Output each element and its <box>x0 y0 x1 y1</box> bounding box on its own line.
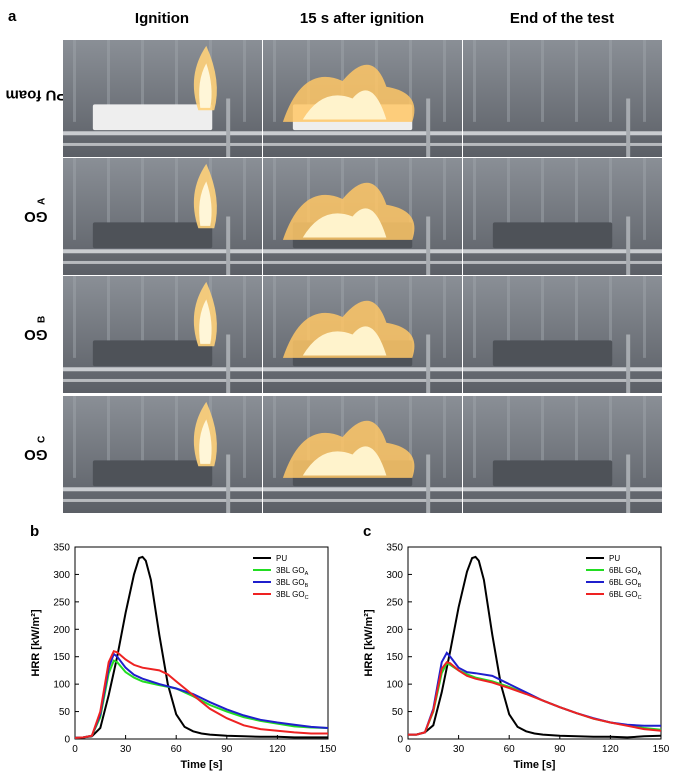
y-tick-label-200: 200 <box>53 625 70 636</box>
panel-a-letter: a <box>8 8 17 25</box>
y-tick-label-50: 50 <box>59 707 71 718</box>
y-tick-label-150: 150 <box>386 652 403 663</box>
legend-entry-0: PU <box>609 554 620 563</box>
x-tick-label-60: 60 <box>171 744 183 755</box>
legend-entry-3: 6BL GOC <box>609 590 642 601</box>
x-tick-label-120: 120 <box>269 744 286 755</box>
column-header-end: End of the test <box>509 10 615 27</box>
y-axis-label: HRR [kW/m²] <box>363 609 375 677</box>
x-tick-label-90: 90 <box>221 744 233 755</box>
y-tick-label-150: 150 <box>53 652 70 663</box>
x-tick-label-30: 30 <box>120 744 132 755</box>
y-tick-label-300: 300 <box>386 570 403 581</box>
legend-entry-1: 6BL GOA <box>609 566 642 577</box>
y-tick-label-250: 250 <box>386 597 403 608</box>
y-tick-label-100: 100 <box>386 680 403 691</box>
panel-b-letter: b <box>30 523 40 540</box>
y-tick-label-0: 0 <box>64 735 70 746</box>
photo-r1-c3 <box>463 40 662 157</box>
y-tick-label-250: 250 <box>53 597 70 608</box>
photo-r1-c2 <box>263 40 462 157</box>
x-axis-label: Time [s] <box>181 759 223 771</box>
legend-entry-3: 3BL GOC <box>276 590 309 601</box>
y-tick-label-350: 350 <box>53 543 70 554</box>
x-tick-label-150: 150 <box>653 744 670 755</box>
y-tick-label-200: 200 <box>386 625 403 636</box>
photo-r3-c3 <box>463 276 662 393</box>
x-tick-label-0: 0 <box>72 744 78 755</box>
plot-frame-c <box>407 546 662 740</box>
column-header-ignition: Ignition <box>134 10 190 27</box>
x-axis-label: Time [s] <box>514 759 556 771</box>
row-label-go-b: GOB <box>23 315 48 344</box>
column-header-15s: 15 s after ignition <box>299 10 425 27</box>
series-line-3 <box>408 661 662 736</box>
series-line-3 <box>74 649 328 739</box>
legend-entry-2: 6BL GOB <box>609 578 642 589</box>
row-label-go-c: GOC <box>23 435 48 464</box>
legend-entry-1: 3BL GOA <box>276 566 309 577</box>
row-label-go-a: GOA <box>23 197 48 226</box>
y-tick-label-350: 350 <box>386 543 403 554</box>
x-tick-label-60: 60 <box>504 744 516 755</box>
photo-r4-c1 <box>63 396 262 513</box>
x-tick-label-30: 30 <box>453 744 465 755</box>
row-label-pu-foam: PU foam <box>5 86 66 104</box>
photo-r3-c2 <box>263 276 462 393</box>
photo-r2-c1 <box>63 158 262 275</box>
x-tick-label-90: 90 <box>554 744 566 755</box>
legend-entry-0: PU <box>276 554 287 563</box>
y-tick-label-0: 0 <box>397 735 403 746</box>
photo-r4-c3 <box>463 396 662 513</box>
photo-r1-c1 <box>63 40 262 157</box>
x-tick-label-0: 0 <box>405 744 411 755</box>
photo-r3-c1 <box>63 276 262 393</box>
y-tick-label-50: 50 <box>392 707 404 718</box>
photo-r4-c2 <box>263 396 462 513</box>
series-line-0 <box>74 555 328 739</box>
y-tick-label-100: 100 <box>53 680 70 691</box>
photo-r2-c2 <box>263 158 462 275</box>
y-tick-label-300: 300 <box>53 570 70 581</box>
hrr-chart-b: 0 30 60 90 120 150 0 50 100 150 200 250 300 350 Time [… <box>30 543 337 772</box>
panel-c-letter: c <box>363 523 372 540</box>
y-axis-label: HRR [kW/m²] <box>30 609 42 677</box>
hrr-chart-c: 0 30 60 90 120 150 0 50 100 150 200 250 300 350 Time [… <box>363 543 670 772</box>
series-line-0 <box>408 555 662 739</box>
x-tick-label-120: 120 <box>602 744 619 755</box>
x-tick-label-150: 150 <box>320 744 337 755</box>
legend-entry-2: 3BL GOB <box>276 578 309 589</box>
plot-frame-b <box>74 546 329 740</box>
photo-r2-c3 <box>463 158 662 275</box>
